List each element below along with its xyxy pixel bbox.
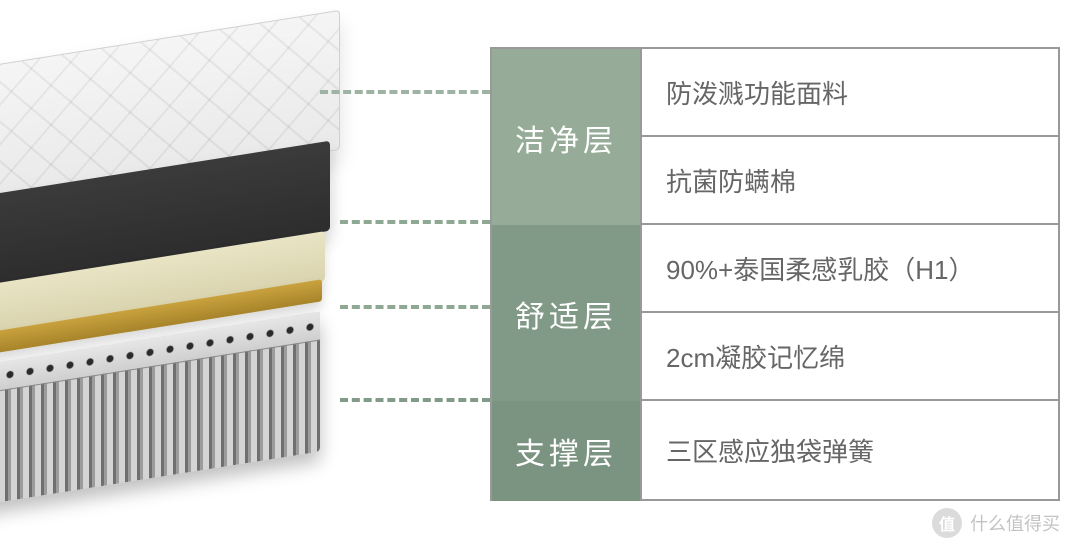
description-cell: 90%+泰国柔感乳胶（H1） (642, 225, 1060, 311)
description-cell: 防泼溅功能面料 (642, 49, 1060, 135)
category-label: 洁净层 (515, 116, 617, 160)
table-row: 洁净层防泼溅功能面料 (492, 49, 1060, 137)
watermark: 值 什么值得买 (932, 508, 1060, 538)
description-text: 防泼溅功能面料 (666, 74, 848, 111)
category-cell: 舒适层 (492, 225, 642, 403)
category-label: 支撑层 (515, 429, 617, 473)
table-row: 舒适层90%+泰国柔感乳胶（H1） (492, 225, 1060, 313)
category-cell: 支撑层 (492, 401, 642, 501)
description-text: 抗菌防螨棉 (666, 162, 796, 199)
description-text: 三区感应独袋弹簧 (666, 432, 874, 469)
description-cell: 三区感应独袋弹簧 (642, 401, 1060, 499)
category-cell: 洁净层 (492, 49, 642, 227)
category-label: 舒适层 (515, 292, 617, 336)
connector-dash (340, 305, 490, 309)
layer-table: 洁净层防泼溅功能面料抗菌防螨棉舒适层90%+泰国柔感乳胶（H1）2cm凝胶记忆绵… (490, 47, 1060, 501)
connector-dash (320, 90, 490, 94)
mattress-exploded-view (0, 40, 400, 500)
table-row: 支撑层 三区感应独袋弹簧 (492, 401, 1060, 501)
connector-dash (340, 220, 490, 224)
description-text: 2cm凝胶记忆绵 (666, 338, 845, 375)
watermark-badge-icon: 值 (932, 508, 962, 538)
connector-dash (340, 398, 490, 402)
infographic-root: 洁净层防泼溅功能面料抗菌防螨棉舒适层90%+泰国柔感乳胶（H1）2cm凝胶记忆绵… (0, 0, 1080, 548)
description-text: 90%+泰国柔感乳胶（H1） (666, 250, 974, 287)
watermark-text: 什么值得买 (970, 510, 1060, 536)
description-cell: 2cm凝胶记忆绵 (642, 313, 1060, 399)
description-cell: 抗菌防螨棉 (642, 137, 1060, 223)
